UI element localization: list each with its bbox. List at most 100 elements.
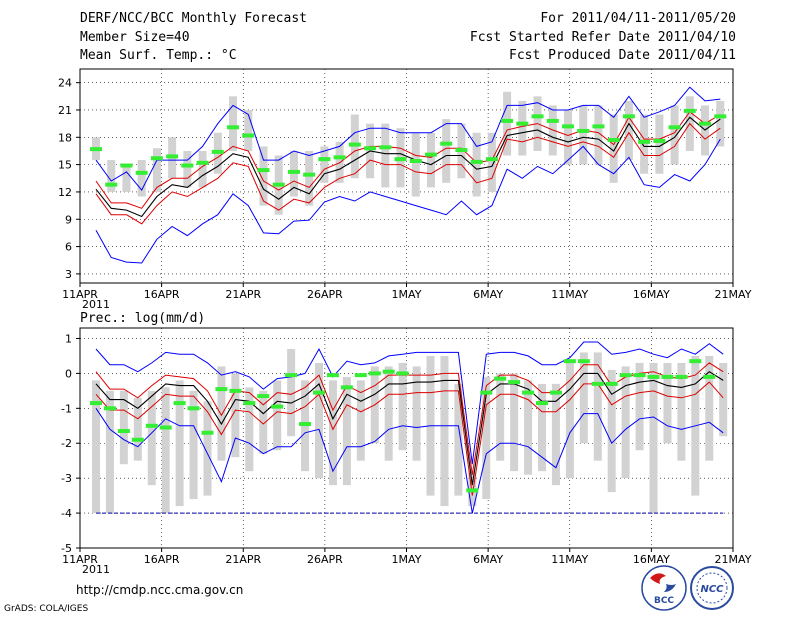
observed-marker	[607, 138, 620, 143]
ensemble-box	[183, 150, 192, 188]
observed-marker	[313, 390, 326, 395]
observed-marker	[470, 159, 483, 164]
ensemble-box	[426, 132, 435, 188]
ensemble-box	[107, 160, 116, 192]
ensemble-box	[412, 366, 421, 461]
ensemble-box	[273, 380, 282, 451]
observed-marker	[326, 373, 339, 378]
x-tick-label: 6MAY	[473, 288, 503, 301]
x-tick-label: 1MAY	[392, 288, 422, 301]
ensemble-box	[670, 105, 679, 165]
forecast-period: For 2011/04/11-2011/05/20	[540, 11, 736, 26]
series-max-line	[95, 138, 721, 264]
y-tick-label: 24	[58, 77, 72, 90]
x-tick-label: 1MAY	[392, 553, 422, 566]
observed-marker	[150, 156, 163, 161]
ensemble-box	[287, 348, 296, 437]
x-tick-label: 21MAY	[715, 553, 752, 566]
x-tick-label: 11MAY	[551, 553, 588, 566]
observed-marker	[466, 488, 479, 493]
y-tick-label: 0	[65, 367, 72, 380]
ensemble-box	[119, 390, 128, 465]
ensemble-box	[229, 96, 238, 151]
ensemble-box	[524, 380, 533, 475]
series-min-line	[95, 86, 721, 192]
series-min-line	[95, 408, 724, 514]
ensemble-box	[607, 369, 616, 493]
observed-marker	[333, 155, 346, 160]
observed-marker	[211, 149, 224, 154]
ensemble-box	[594, 105, 603, 165]
observed-marker	[661, 374, 674, 379]
ensemble-box	[640, 114, 649, 174]
ensemble-box	[564, 109, 573, 165]
ensemble-box	[411, 132, 420, 197]
series-mean-line	[95, 116, 721, 218]
observed-marker	[340, 385, 353, 390]
observed-marker	[592, 124, 605, 129]
ensemble-box	[719, 362, 728, 437]
observed-marker	[201, 430, 214, 435]
observed-marker	[563, 359, 576, 364]
ensemble-box	[122, 164, 131, 192]
observed-marker	[257, 168, 270, 173]
ensemble-box	[482, 376, 491, 500]
ensemble-box	[244, 109, 253, 151]
observed-marker	[243, 401, 256, 406]
observed-marker	[546, 118, 559, 123]
chart-title: DERF/NCC/BCC Monthly Forecast	[80, 11, 307, 26]
ensemble-box	[518, 100, 527, 156]
ensemble-box	[538, 383, 547, 472]
ensemble-box	[663, 362, 672, 444]
observed-marker	[287, 169, 300, 174]
x-tick-label: 11MAY	[551, 288, 588, 301]
ensemble-box	[624, 100, 633, 161]
observed-marker	[364, 146, 377, 151]
plot-frame	[79, 68, 734, 284]
observed-marker	[394, 157, 407, 162]
observed-marker	[166, 154, 179, 159]
x-tick-label: 11APR	[62, 553, 98, 566]
y-tick-label: -3	[61, 472, 72, 485]
ensemble-box	[503, 91, 512, 156]
plot-frame	[79, 327, 734, 549]
ensemble-box	[259, 390, 268, 454]
y-tick-label: -5	[61, 542, 72, 555]
ensemble-box	[320, 146, 329, 183]
observed-marker	[379, 145, 392, 150]
observed-marker	[303, 172, 316, 177]
ensemble-box	[189, 390, 198, 500]
observed-marker	[562, 124, 575, 129]
ensemble-box	[105, 390, 114, 514]
observed-marker	[683, 108, 696, 113]
ensemble-box	[579, 105, 588, 165]
observed-marker	[647, 374, 660, 379]
observed-marker	[396, 371, 409, 376]
observed-marker	[622, 114, 635, 119]
observed-marker	[135, 170, 148, 175]
observed-marker	[368, 371, 381, 376]
ensemble-box	[356, 380, 365, 461]
x-tick-label: 16APR	[144, 288, 180, 301]
source-url[interactable]: http://cmdp.ncc.cma.gov.cn	[76, 583, 244, 597]
observed-marker	[577, 359, 590, 364]
ensemble-box	[635, 362, 644, 451]
series-p75-line	[95, 122, 721, 225]
series-p75-line	[95, 362, 724, 475]
observed-marker	[638, 139, 651, 144]
observed-marker	[480, 390, 493, 395]
observed-marker	[424, 152, 437, 157]
ensemble-box	[579, 352, 588, 444]
observed-marker	[90, 147, 102, 152]
observed-marker	[440, 141, 453, 146]
observed-marker	[242, 133, 255, 138]
observed-marker	[455, 148, 468, 153]
ensemble-box	[342, 376, 351, 486]
ensemble-box	[551, 383, 560, 486]
observed-marker	[714, 114, 727, 119]
observed-marker	[382, 369, 395, 374]
y-tick-label: 1	[65, 332, 72, 345]
ensemble-box	[217, 366, 226, 461]
observed-marker	[522, 390, 535, 395]
